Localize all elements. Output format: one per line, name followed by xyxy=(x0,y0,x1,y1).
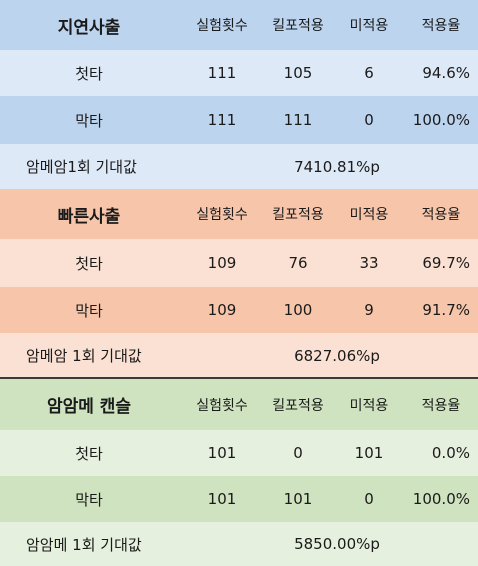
apply-rate-value: 69.7% xyxy=(422,254,470,272)
expected-value-row: 암메암1회 기대값 7410.81%p xyxy=(0,144,478,189)
header-not-applied: 미적용 xyxy=(349,18,389,34)
header-apply-rate: 적용율 xyxy=(421,18,461,34)
row-label: 막타 xyxy=(75,490,103,509)
not-applied-value: 0 xyxy=(364,111,374,129)
table-row: 막타 101 101 0 100.0% xyxy=(0,476,478,522)
row-label: 막타 xyxy=(75,111,103,130)
trials-value: 111 xyxy=(207,111,237,129)
header-trials: 실험횟수 xyxy=(196,397,248,414)
expected-value: 6827.06%p xyxy=(294,346,380,365)
section-header-row: 지연사출 실험횟수 킬포적용 미적용 적용율 xyxy=(0,0,478,50)
table-row: 첫타 101 0 101 0.0% xyxy=(0,430,478,476)
trials-value: 101 xyxy=(207,444,237,462)
not-applied-value: 101 xyxy=(354,444,384,462)
section-fast-shot: 빠른사출 실험횟수 킬포적용 미적용 적용율 첫타 109 76 33 69.7… xyxy=(0,189,478,378)
header-not-applied: 미적용 xyxy=(349,397,389,414)
expected-value-row: 암메암 1회 기대값 6827.06%p xyxy=(0,333,478,378)
header-not-applied: 미적용 xyxy=(349,207,389,223)
section-header-row: 암암메 캔슬 실험횟수 킬포적용 미적용 적용율 xyxy=(0,379,478,430)
table-row: 첫타 111 105 6 94.6% xyxy=(0,50,478,96)
section-title: 암암메 캔슬 xyxy=(46,397,132,417)
expected-value-label: 암메암 1회 기대값 xyxy=(26,347,142,365)
not-applied-value: 0 xyxy=(364,490,374,508)
row-label: 첫타 xyxy=(75,444,103,463)
trials-value: 109 xyxy=(207,254,237,272)
trials-value: 111 xyxy=(207,64,237,82)
applied-value: 76 xyxy=(288,254,308,272)
not-applied-value: 9 xyxy=(364,301,374,319)
table-row: 막타 109 100 9 91.7% xyxy=(0,287,478,333)
not-applied-value: 6 xyxy=(364,64,374,82)
apply-rate-value: 0.0% xyxy=(431,444,470,462)
expected-value-row: 암암메 1회 기대값 5850.00%p xyxy=(0,522,478,566)
section-title: 빠른사출 xyxy=(57,206,121,227)
row-label: 첫타 xyxy=(75,64,103,83)
applied-value: 111 xyxy=(283,111,313,129)
table-row: 첫타 109 76 33 69.7% xyxy=(0,239,478,287)
section-title: 지연사출 xyxy=(57,17,121,38)
section-divider xyxy=(0,377,478,379)
header-killpoint-applied: 킬포적용 xyxy=(272,207,324,223)
not-applied-value: 33 xyxy=(359,254,379,272)
header-trials: 실험횟수 xyxy=(196,18,248,34)
header-apply-rate: 적용율 xyxy=(421,397,461,414)
applied-value: 105 xyxy=(283,64,313,82)
table-row: 막타 111 111 0 100.0% xyxy=(0,96,478,144)
applied-value: 100 xyxy=(283,301,313,319)
applied-value: 101 xyxy=(283,490,313,508)
header-killpoint-applied: 킬포적용 xyxy=(272,397,324,414)
expected-value: 5850.00%p xyxy=(294,535,380,553)
apply-rate-value: 94.6% xyxy=(422,64,470,82)
apply-rate-value: 100.0% xyxy=(412,490,470,508)
applied-value: 0 xyxy=(293,444,303,462)
apply-rate-value: 91.7% xyxy=(422,301,470,319)
section-cancel-combo: 암암메 캔슬 실험횟수 킬포적용 미적용 적용율 첫타 101 0 101 0.… xyxy=(0,379,478,566)
row-label: 첫타 xyxy=(75,254,103,273)
trials-value: 101 xyxy=(207,490,237,508)
section-delayed-shot: 지연사출 실험횟수 킬포적용 미적용 적용율 첫타 111 105 6 94.6… xyxy=(0,0,478,189)
expected-value-label: 암암메 1회 기대값 xyxy=(26,535,142,554)
row-label: 막타 xyxy=(75,301,103,320)
header-apply-rate: 적용율 xyxy=(421,207,461,223)
section-header-row: 빠른사출 실험횟수 킬포적용 미적용 적용율 xyxy=(0,189,478,239)
expected-value-label: 암메암1회 기대값 xyxy=(26,158,137,176)
trials-value: 109 xyxy=(207,301,237,319)
apply-rate-value: 100.0% xyxy=(412,111,470,129)
expected-value: 7410.81%p xyxy=(294,157,380,176)
header-trials: 실험횟수 xyxy=(196,207,248,223)
header-killpoint-applied: 킬포적용 xyxy=(272,18,324,34)
